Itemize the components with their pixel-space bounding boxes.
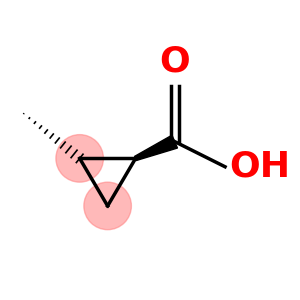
Polygon shape bbox=[135, 135, 178, 161]
Text: O: O bbox=[159, 45, 190, 79]
Text: OH: OH bbox=[229, 150, 290, 184]
Circle shape bbox=[56, 135, 104, 182]
Circle shape bbox=[84, 182, 131, 230]
